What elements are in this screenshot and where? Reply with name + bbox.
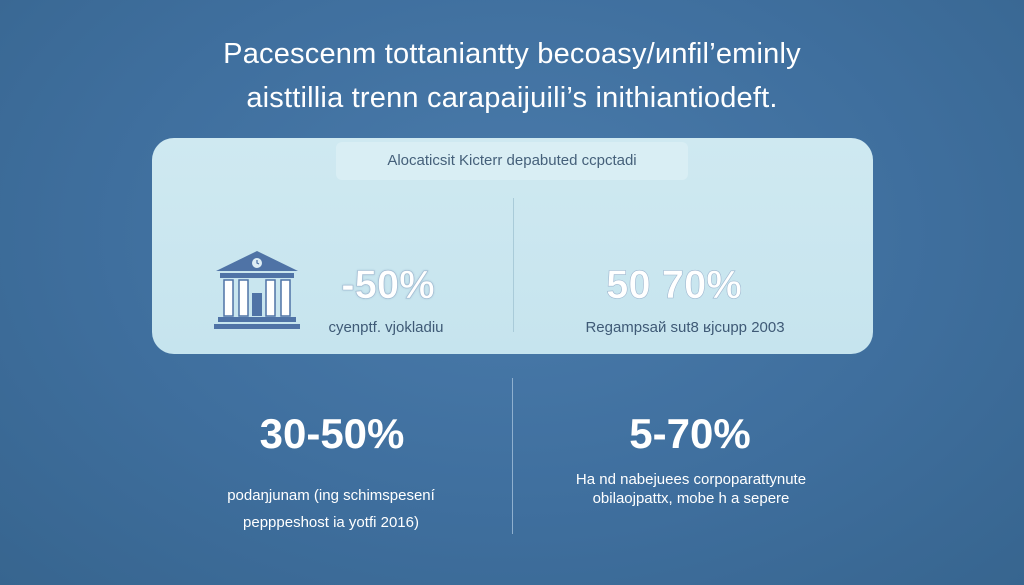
lower-left-caption-line-2: pepppeshost ia yotfi 2016) (243, 514, 419, 531)
headline-line-2: aisttillia trenn carapaijuili’s inithian… (246, 82, 778, 114)
panel-right-caption: Regampsaй sut8 ʁjcupp 2003 (585, 319, 785, 336)
lower-right-caption-line-2: obilaojpattx, mobe h a sepere (592, 490, 790, 507)
lower-left-caption-line-1: podaŋjunam (ing schimspesení (227, 487, 435, 504)
lower-divider (512, 378, 513, 534)
panel-tag: Alocaticsit Kicterr depabuted ccpctadi (336, 142, 688, 180)
panel-right-value: 50 70% (606, 263, 742, 308)
lower-left-value: 30-50% (259, 410, 405, 457)
panel-left-value: -50% (341, 263, 435, 308)
lower-right-caption-line-1: Ha nd nabejuees corpoparattynute (575, 471, 807, 488)
lower-left-caption: podaŋjunam (ing schimspesení pepppeshost… (186, 482, 476, 536)
lower-right-value: 5-70% (629, 410, 751, 457)
bank-building-icon (212, 249, 302, 331)
headline-line-1: Pacescenm tottaniantty becoasy/иnfil’emi… (223, 38, 801, 70)
headline: Pacescenm tottaniantty becoasy/иnfil’emi… (0, 32, 1024, 120)
panel-divider (513, 198, 514, 332)
lower-right-caption: Ha nd nabejuees corpoparattynute obilaoj… (546, 470, 836, 508)
panel-left-caption: cyenptf. vjokladiu (328, 319, 444, 336)
